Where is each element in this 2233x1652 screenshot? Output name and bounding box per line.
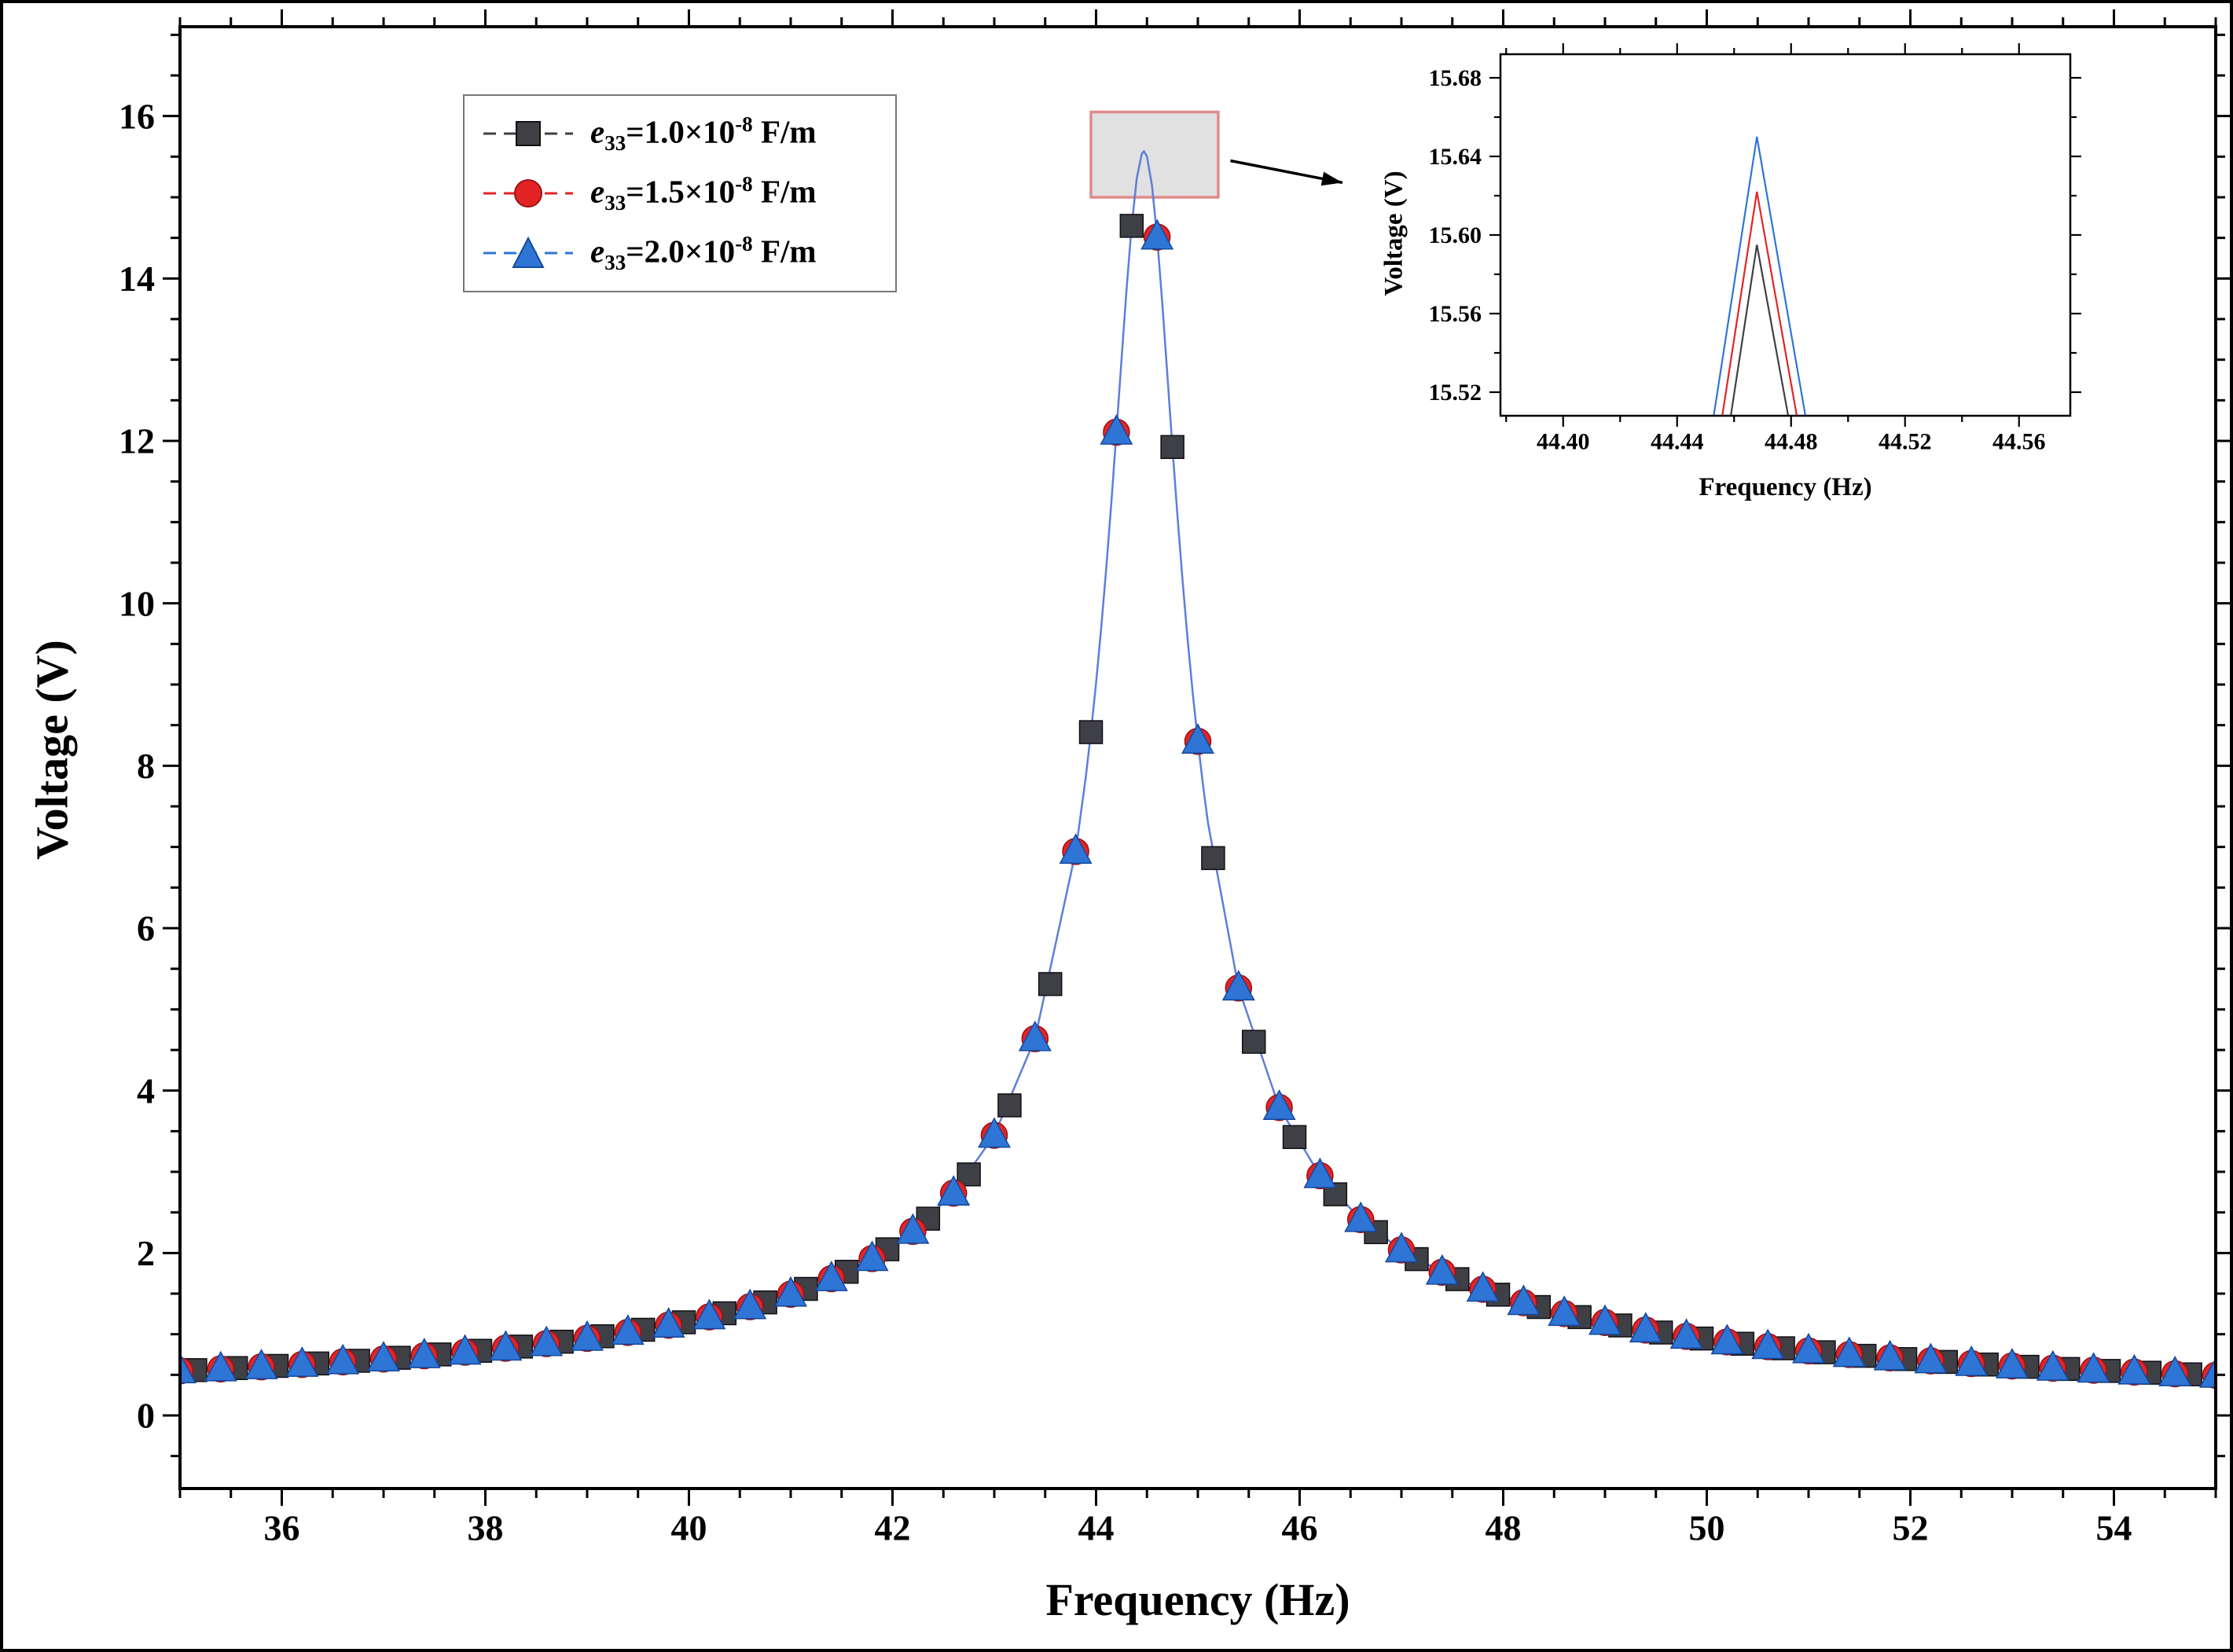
y-axis-label: Voltage (V) <box>26 640 78 860</box>
inset-plot-layer <box>1713 136 1807 416</box>
svg-text:4: 4 <box>137 1070 155 1111</box>
unit: F/m <box>752 113 817 150</box>
series-markers-2 <box>180 218 2216 1388</box>
svg-text:42: 42 <box>875 1508 911 1548</box>
inset-chart: 44.40 44.44 44.48 44.52 44.56 15.52 15.56 15.60… <box>1429 43 2081 455</box>
svg-text:38: 38 <box>468 1508 504 1548</box>
series-line-0 <box>1729 244 1790 416</box>
subscript: 33 <box>604 130 626 155</box>
svg-text:16: 16 <box>119 96 155 136</box>
svg-text:15.64: 15.64 <box>1429 144 1482 170</box>
svg-text:6: 6 <box>137 909 155 949</box>
main-ticks <box>163 9 2230 1506</box>
exponent: -8 <box>735 112 753 136</box>
peak-highlight-box <box>1089 110 1220 199</box>
svg-text:52: 52 <box>1893 1508 1929 1548</box>
svg-text:15.52: 15.52 <box>1429 380 1482 406</box>
svg-text:8: 8 <box>137 746 155 786</box>
unit: F/m <box>752 233 817 270</box>
symbol: e <box>590 113 605 150</box>
svg-text:40: 40 <box>671 1508 707 1548</box>
legend-item-3: e33=2.0×10-8 F/m <box>477 223 883 283</box>
legend-item-2: e33=1.5×10-8 F/m <box>477 163 883 223</box>
legend-label-3: e33=2.0×10-8 F/m <box>590 232 817 275</box>
svg-text:44.48: 44.48 <box>1765 429 1818 455</box>
annotation-arrow-icon <box>1230 159 1343 186</box>
svg-text:50: 50 <box>1689 1508 1725 1548</box>
subscript: 33 <box>604 250 626 274</box>
legend: e33=1.0×10-8 F/m e33=1.5×10-8 F/m e33=2.… <box>463 94 897 292</box>
svg-text:54: 54 <box>2096 1508 2132 1548</box>
svg-text:46: 46 <box>1282 1508 1318 1548</box>
svg-text:0: 0 <box>137 1396 155 1436</box>
svg-text:14: 14 <box>119 259 155 299</box>
value: =2.0×10 <box>626 233 736 270</box>
legend-label-1: e33=1.0×10-8 F/m <box>590 112 817 156</box>
symbol: e <box>590 233 605 270</box>
svg-text:12: 12 <box>119 421 155 461</box>
legend-item-1: e33=1.0×10-8 F/m <box>477 104 883 163</box>
legend-sample-triangle <box>483 236 573 268</box>
value: =1.0×10 <box>626 113 736 150</box>
exponent: -8 <box>735 231 753 255</box>
svg-text:44: 44 <box>1078 1508 1115 1548</box>
inset-tick-labels: 44.40 44.44 44.48 44.52 44.56 15.52 15.56 15.60… <box>1429 65 2046 454</box>
symbol: e <box>590 173 605 210</box>
svg-text:48: 48 <box>1486 1508 1522 1548</box>
inset-y-axis-label: Voltage (V) <box>1379 171 1408 296</box>
exponent: -8 <box>735 171 753 196</box>
svg-text:44.40: 44.40 <box>1537 429 1590 455</box>
svg-text:15.68: 15.68 <box>1429 65 1482 91</box>
svg-text:2: 2 <box>137 1233 155 1273</box>
x-axis-label: Frequency (Hz) <box>1045 1574 1350 1625</box>
svg-text:36: 36 <box>264 1508 300 1548</box>
legend-sample-circle <box>483 179 573 207</box>
svg-text:44.44: 44.44 <box>1651 429 1704 455</box>
series-line-1 <box>1721 191 1798 416</box>
inset-ticks <box>1489 43 2081 427</box>
svg-text:15.56: 15.56 <box>1429 301 1482 327</box>
svg-text:15.60: 15.60 <box>1429 222 1482 248</box>
main-plot-layer <box>180 149 2216 1390</box>
series-line-2 <box>1713 136 1807 416</box>
subscript: 33 <box>604 190 626 215</box>
svg-text:44.56: 44.56 <box>1992 429 2046 455</box>
circle-marker-icon <box>514 179 542 207</box>
legend-sample-square <box>483 121 573 146</box>
triangle-marker-icon <box>512 236 545 268</box>
svg-text:10: 10 <box>119 583 155 623</box>
value: =1.5×10 <box>626 173 736 210</box>
unit: F/m <box>752 173 817 210</box>
square-marker-icon <box>516 121 541 146</box>
inset-x-axis-label: Frequency (Hz) <box>1699 473 1872 501</box>
legend-label-2: e33=1.5×10-8 F/m <box>590 172 817 215</box>
svg-text:44.52: 44.52 <box>1879 429 1932 455</box>
inset-axes-frame <box>1499 53 2072 417</box>
